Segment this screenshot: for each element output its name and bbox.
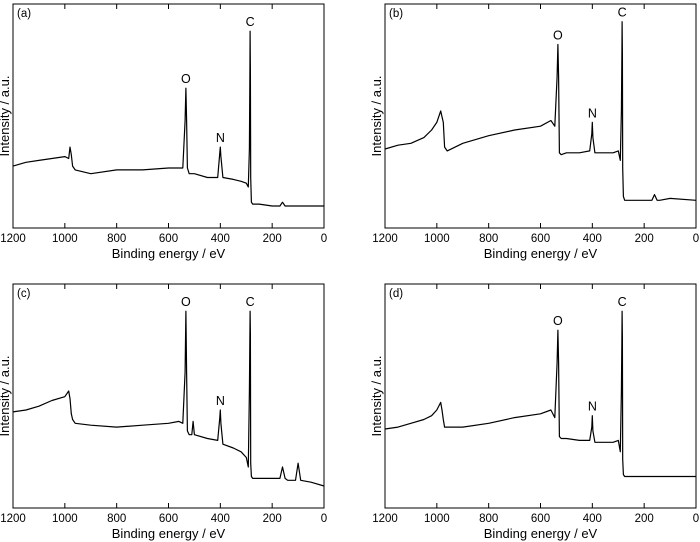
x-tick-label: 1200 <box>0 513 26 525</box>
x-tick-label: 200 <box>263 233 282 245</box>
x-tick-label: 800 <box>107 233 126 245</box>
x-tick-label: 0 <box>693 233 699 245</box>
y-axis-title: Intensity / a.u. <box>0 76 12 157</box>
x-tick-label: 1200 <box>372 513 398 525</box>
panel-label: (d) <box>389 288 403 300</box>
spectrum-line <box>12 310 325 487</box>
x-tick-label: 600 <box>159 513 178 525</box>
x-axis-title: Binding energy / eV <box>484 526 598 541</box>
y-axis-title: Intensity / a.u. <box>369 76 384 157</box>
peak-label: C <box>618 295 627 309</box>
chart-panel-2: 1200 1000 800 600 400 200 0 Binding energy / eV… <box>0 283 327 541</box>
panel-label: (a) <box>17 8 31 20</box>
peak-label: C <box>246 295 255 309</box>
x-tick-label: 200 <box>635 513 654 525</box>
x-axis-title: Binding energy / eV <box>112 526 226 541</box>
peak-label: N <box>588 400 597 414</box>
x-tick-label: 400 <box>211 513 230 525</box>
peak-label: N <box>216 394 225 408</box>
chart-panel-1: 1200 1000 800 600 400 200 0 Binding energy / eV… <box>369 3 699 261</box>
x-tick-label: 1000 <box>52 233 78 245</box>
x-tick-label: 200 <box>635 233 654 245</box>
peak-label: N <box>216 131 225 145</box>
x-tick-label: 0 <box>321 233 327 245</box>
peak-label: O <box>181 295 191 309</box>
peak-label: O <box>553 314 563 328</box>
x-tick-label: 1200 <box>372 233 398 245</box>
peak-label: N <box>588 106 597 120</box>
panel-label: (c) <box>17 288 31 300</box>
y-axis-title: Intensity / a.u. <box>0 356 12 437</box>
x-tick-label: 600 <box>159 233 178 245</box>
x-tick-label: 400 <box>583 513 602 525</box>
x-tick-label: 400 <box>211 233 230 245</box>
chart-panel-0: 1200 1000 800 600 400 200 0 Binding energy / eV… <box>0 3 327 261</box>
chart-panel-3: 1200 1000 800 600 400 200 0 Binding energy / eV… <box>369 283 699 541</box>
peak-label: O <box>553 29 563 43</box>
x-axis-title: Binding energy / eV <box>112 246 226 261</box>
x-tick-label: 1200 <box>0 233 26 245</box>
x-axis-title: Binding energy / eV <box>484 246 598 261</box>
x-tick-label: 200 <box>263 513 282 525</box>
peak-label: C <box>246 15 255 29</box>
x-tick-label: 1000 <box>424 513 450 525</box>
x-tick-label: 800 <box>479 513 498 525</box>
x-tick-label: 1000 <box>424 233 450 245</box>
spectrum-line <box>384 21 697 201</box>
x-tick-label: 600 <box>531 233 550 245</box>
panels-group: 1200 1000 800 600 400 200 0 Binding energy / eV… <box>0 3 699 541</box>
x-tick-label: 0 <box>693 513 699 525</box>
x-tick-label: 400 <box>583 233 602 245</box>
x-tick-label: 0 <box>321 513 327 525</box>
y-axis-title: Intensity / a.u. <box>369 356 384 437</box>
spectrum-line <box>12 30 324 207</box>
x-tick-label: 600 <box>531 513 550 525</box>
x-tick-label: 800 <box>479 233 498 245</box>
peak-label: C <box>618 6 627 20</box>
x-tick-label: 800 <box>107 513 126 525</box>
spectrum-line <box>384 310 696 478</box>
panel-label: (b) <box>389 8 403 20</box>
peak-label: O <box>181 72 191 86</box>
x-tick-label: 1000 <box>52 513 78 525</box>
